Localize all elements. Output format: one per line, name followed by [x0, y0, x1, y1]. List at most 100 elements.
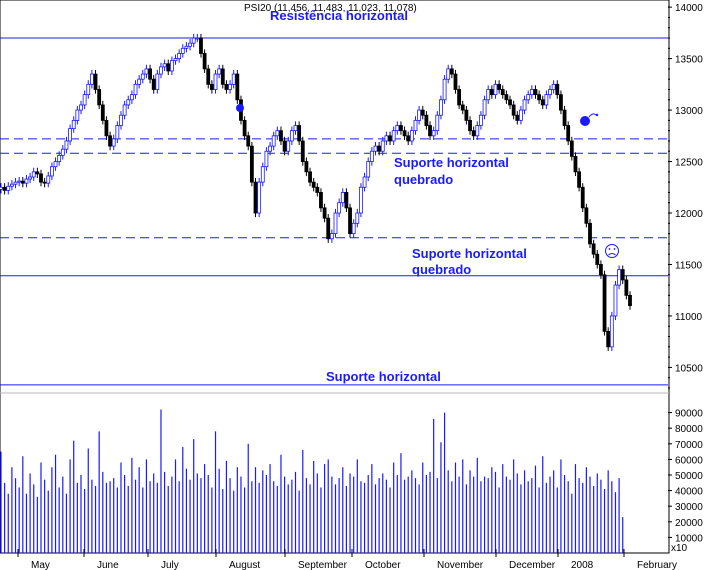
- candle-body-99: [359, 186, 363, 214]
- candle-body-170: [617, 269, 621, 286]
- annotation-resistencia-horizontal: Resistência horizontal: [270, 8, 408, 23]
- candle-body-74: [268, 145, 272, 152]
- candle-body-45: [162, 63, 167, 68]
- candle-body-141: [511, 104, 516, 116]
- candle-body-131: [475, 125, 480, 137]
- candle-body-157: [569, 140, 574, 157]
- candle-body-118: [428, 125, 432, 137]
- candle-body-56: [202, 53, 207, 70]
- candle-body-140: [508, 99, 512, 106]
- price-tick-label-3: 12500: [675, 158, 703, 169]
- candle-body-129: [468, 119, 472, 132]
- candle-body-108: [391, 130, 396, 142]
- candle-body-130: [471, 130, 476, 137]
- annotation-suporte-horizontal: Suporte horizontal: [326, 369, 441, 384]
- candle-body-166: [602, 274, 607, 332]
- candle-body-80: [289, 130, 294, 142]
- annotation-suporte-quebrado-1-line1: Suporte horizontal: [394, 155, 509, 170]
- candle-body-58: [209, 83, 214, 90]
- candle-body-7: [24, 178, 29, 184]
- candle-body-68: [246, 135, 251, 147]
- candle-body-162: [588, 222, 592, 245]
- candle-body-86: [311, 181, 316, 188]
- candle-body-111: [402, 130, 407, 137]
- candle-body-137: [497, 83, 502, 90]
- candle-body-83: [300, 140, 305, 162]
- candle-body-151: [548, 89, 552, 96]
- candle-body-8: [28, 176, 32, 180]
- price-tick-label-5: 11500: [675, 260, 703, 271]
- candle-body-81: [293, 125, 298, 132]
- candle-body-25: [89, 73, 94, 85]
- candle-body-102: [369, 150, 374, 162]
- candle-body-47: [169, 60, 174, 72]
- candle-body-153: [555, 83, 560, 96]
- candle-body-112: [406, 135, 411, 142]
- candle-body-172: [624, 279, 629, 296]
- candle-body-142: [515, 114, 520, 121]
- candle-body-92: [333, 212, 338, 235]
- candle-body-14: [50, 166, 54, 177]
- candle-body-23: [82, 94, 87, 106]
- candle-body-16: [57, 154, 62, 162]
- candle-body-0: [0, 186, 3, 190]
- price-tick-label-4: 12000: [675, 209, 703, 220]
- candle-body-62: [224, 83, 229, 90]
- candle-body-132: [479, 114, 483, 126]
- price-tick-label-6: 11000: [675, 312, 703, 323]
- candle-body-89: [322, 207, 327, 219]
- candle-body-72: [260, 166, 265, 183]
- candle-body-165: [599, 264, 603, 276]
- candle-body-97: [351, 222, 356, 235]
- candle-body-17: [60, 148, 65, 156]
- time-tick-label-0: May: [31, 560, 50, 570]
- candle-body-82: [297, 125, 302, 142]
- time-axis: May June July August September October Novembe…: [17, 549, 677, 570]
- candle-body-44: [159, 66, 163, 75]
- candlesticks: [0, 33, 632, 351]
- candle-body-57: [206, 68, 211, 85]
- candle-body-101: [366, 161, 371, 178]
- candle-body-21: [75, 109, 80, 121]
- candle-body-123: [446, 68, 451, 80]
- annotation-suporte-quebrado-1-line2: quebrado: [394, 172, 453, 187]
- candle-body-64: [231, 73, 236, 85]
- candle-body-127: [460, 104, 465, 111]
- candle-body-76: [275, 130, 280, 137]
- candle-body-144: [522, 99, 527, 111]
- candle-body-61: [220, 68, 225, 85]
- candle-body-52: [188, 42, 192, 47]
- bomb-icon: [236, 104, 599, 126]
- candle-body-168: [609, 315, 614, 348]
- candle-body-113: [409, 130, 414, 142]
- candle-body-77: [279, 130, 283, 142]
- volume-axis: 90000 80000 70000 60000 50000 40000 30000 20000…: [668, 409, 703, 554]
- candle-body-114: [413, 119, 418, 132]
- candle-body-163: [591, 243, 596, 255]
- volume-bars: [0, 409, 624, 553]
- candle-body-167: [606, 330, 611, 348]
- annotation-suporte-quebrado-2-line1: Suporte horizontal: [412, 246, 527, 261]
- candle-body-155: [562, 109, 567, 126]
- candle-body-71: [257, 181, 262, 214]
- candle-body-85: [308, 171, 312, 183]
- volume-tick-label-2: 70000: [675, 440, 703, 451]
- candle-body-55: [199, 37, 203, 54]
- candle-body-104: [377, 145, 382, 152]
- candle-body-41: [148, 68, 152, 80]
- candle-body-43: [155, 73, 160, 90]
- candle-body-67: [242, 119, 247, 137]
- time-tick-label-4: September: [298, 560, 348, 570]
- candle-body-159: [577, 171, 581, 188]
- candle-body-100: [362, 176, 367, 188]
- candle-body-69: [249, 145, 254, 183]
- volume-tick-label-3: 60000: [675, 455, 703, 466]
- candle-body-109: [395, 125, 400, 132]
- volume-tick-label-8: 10000: [675, 533, 703, 544]
- candle-body-39: [140, 73, 145, 80]
- candle-body-96: [348, 207, 352, 235]
- candle-body-5: [17, 180, 22, 183]
- candle-body-28: [100, 104, 105, 121]
- candle-body-34: [122, 104, 127, 116]
